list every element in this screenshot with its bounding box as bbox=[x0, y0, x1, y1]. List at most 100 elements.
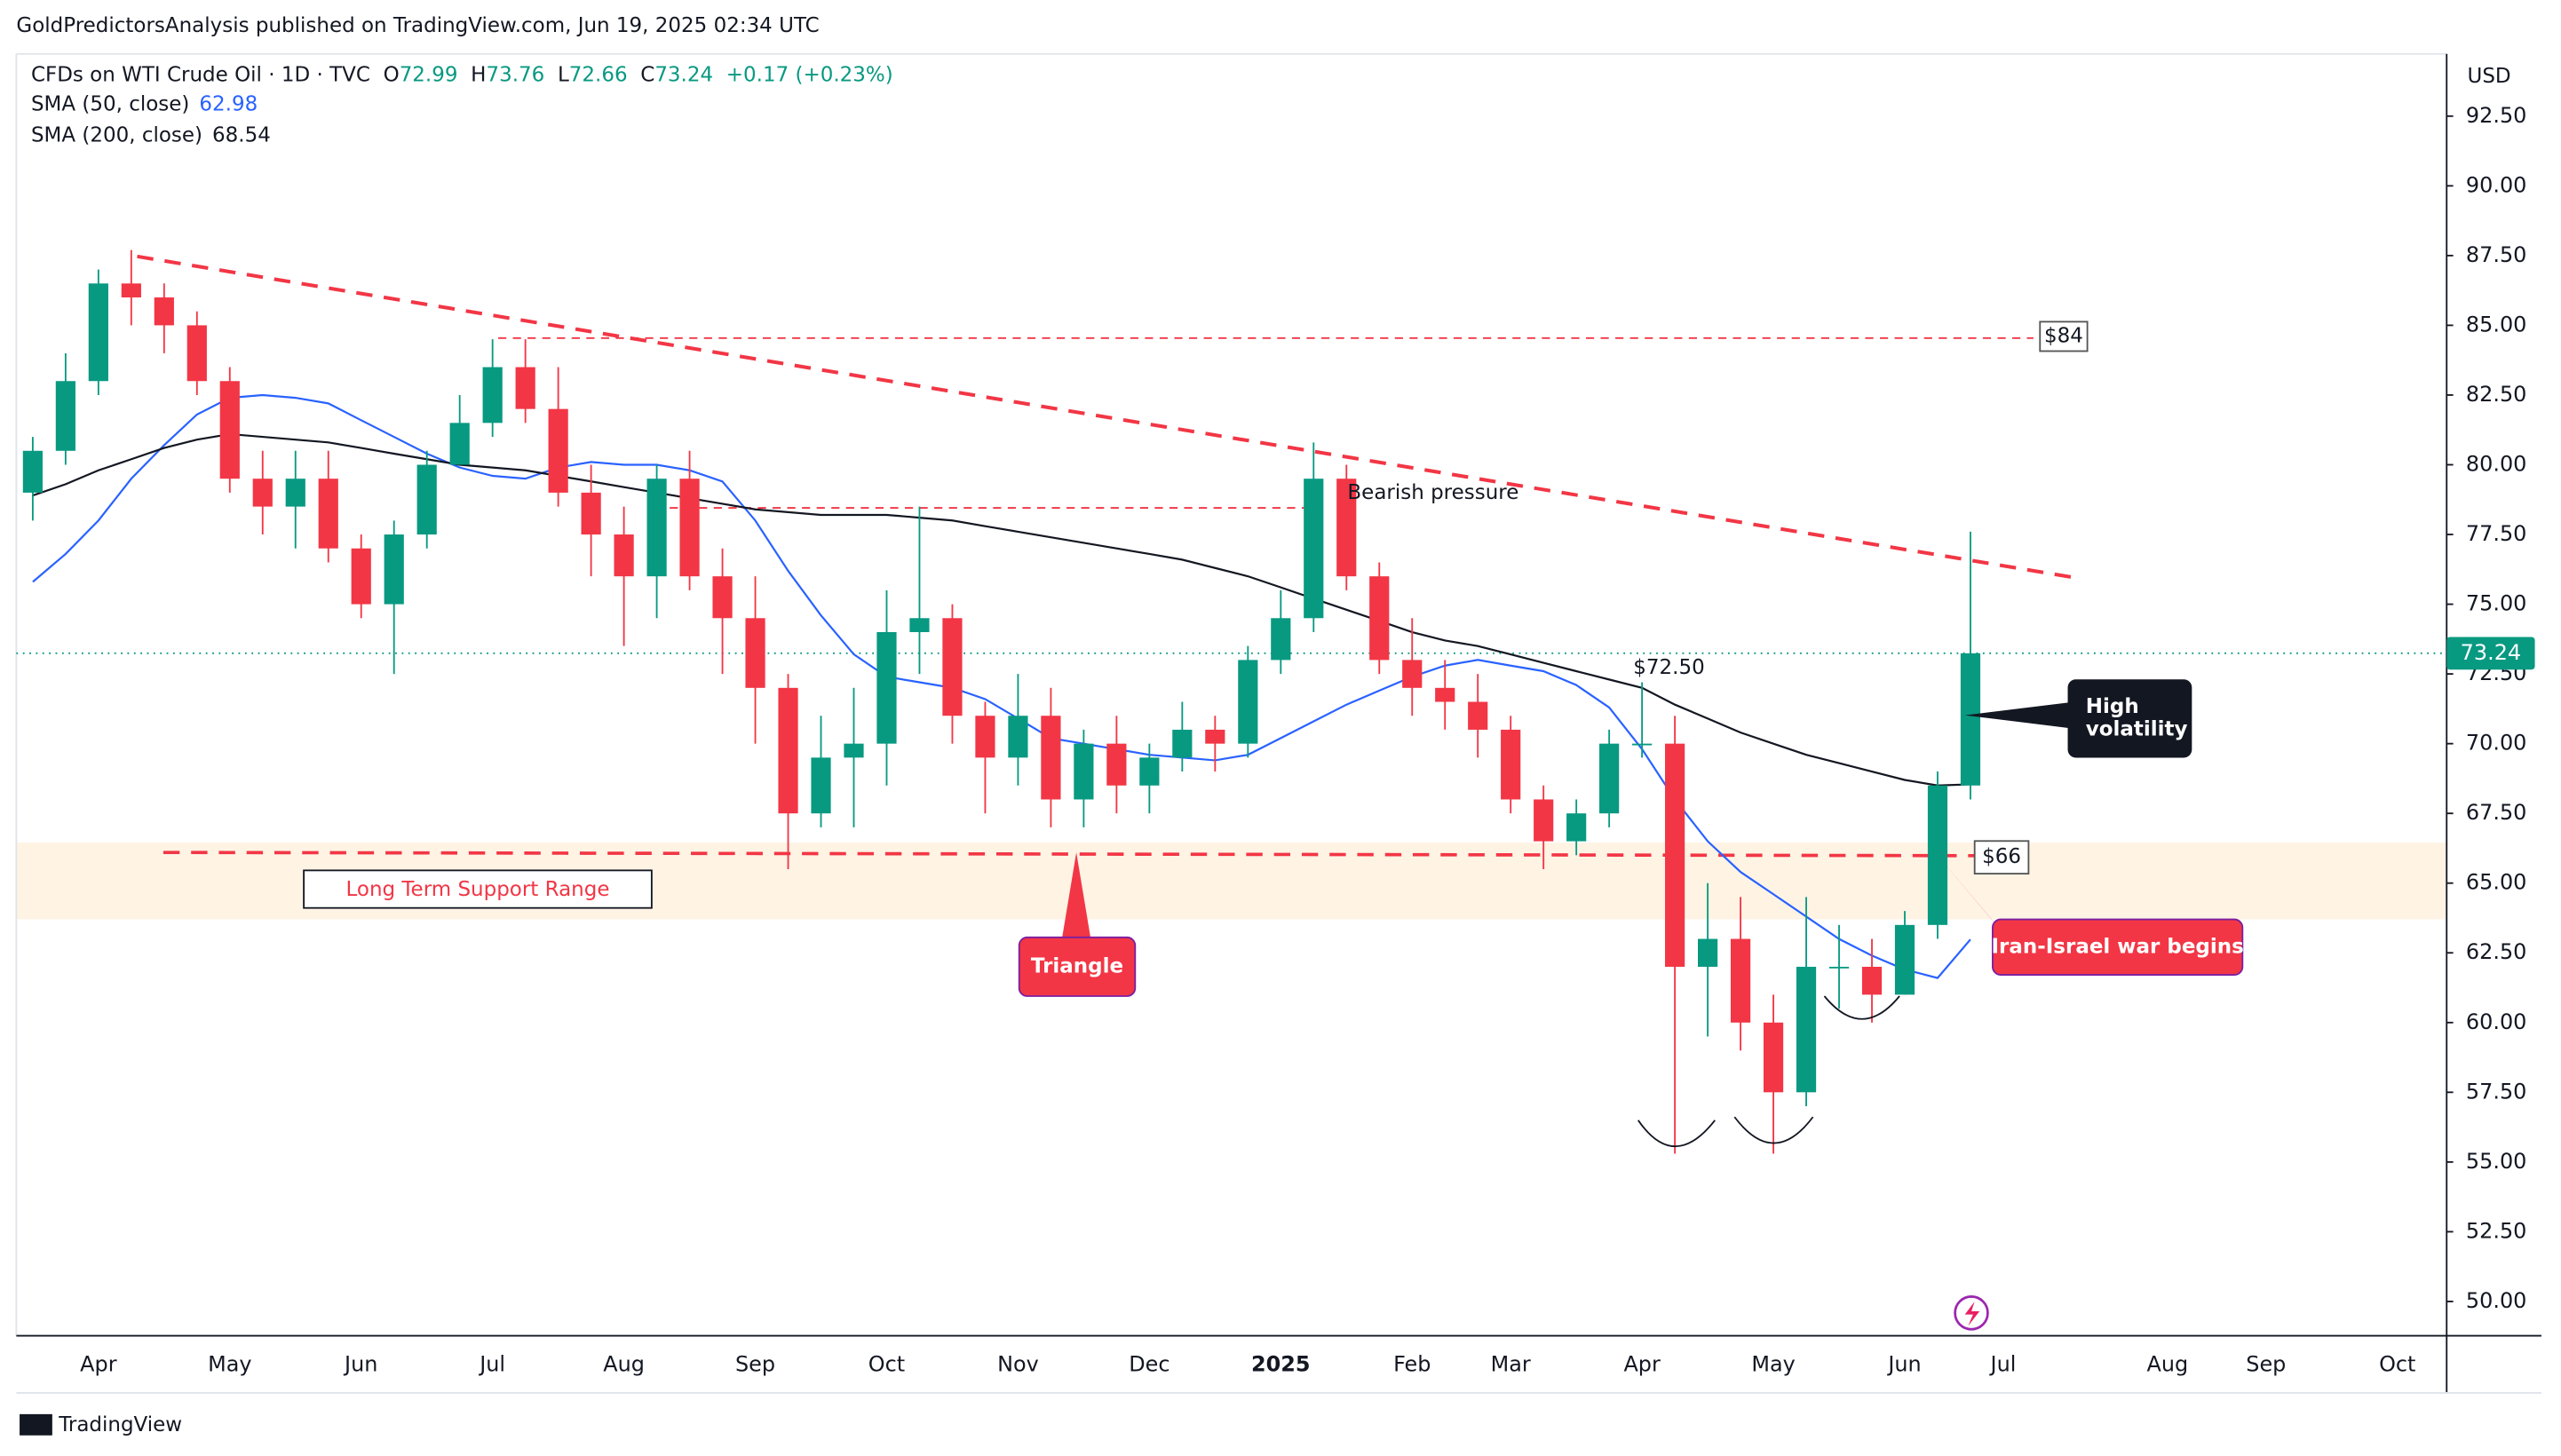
x-tick-label: Jun bbox=[343, 1352, 377, 1377]
y-tick-label: 85.00 bbox=[2466, 312, 2526, 336]
bottom-arc bbox=[1637, 1120, 1716, 1148]
legend-symbol: CFDs on WTI Crude Oil · 1D · TVC O72.99 … bbox=[31, 63, 893, 86]
annotation: High bbox=[2086, 695, 2139, 718]
label-box bbox=[2039, 320, 2089, 352]
candle-body bbox=[121, 283, 141, 297]
y-tick-label: 87.50 bbox=[2466, 242, 2526, 267]
candle-body bbox=[1402, 660, 1423, 688]
candle-body bbox=[646, 479, 667, 577]
y-tick-label: 70.00 bbox=[2466, 731, 2526, 756]
x-tick-label: Apr bbox=[80, 1352, 117, 1377]
legend-text: SMA (200, close) bbox=[31, 123, 202, 146]
annotation: Bearish pressure bbox=[1347, 481, 1518, 504]
candle-body bbox=[318, 479, 338, 549]
annotation: $84 bbox=[2044, 324, 2083, 347]
y-tick-label: 50.00 bbox=[2466, 1288, 2526, 1313]
candle-body bbox=[1599, 743, 1620, 814]
y-tick-label: 65.00 bbox=[2466, 870, 2526, 895]
candle-body bbox=[1698, 938, 1718, 967]
x-tick-label: 2025 bbox=[1251, 1352, 1311, 1377]
bottom-arc bbox=[1733, 1116, 1814, 1144]
candle-body bbox=[909, 618, 930, 632]
legend-value: 68.54 bbox=[212, 123, 271, 146]
candle-body bbox=[351, 548, 371, 605]
x-tick-label: Aug bbox=[2147, 1352, 2189, 1377]
candle-body bbox=[88, 283, 108, 382]
candle-body bbox=[384, 534, 404, 605]
y-tick-label: 82.50 bbox=[2466, 382, 2526, 407]
candle-body bbox=[548, 408, 568, 493]
y-tick-label: 77.50 bbox=[2466, 521, 2526, 546]
legend-value: 72.66 bbox=[569, 63, 628, 86]
candle-body bbox=[975, 716, 995, 758]
candle-body bbox=[22, 450, 43, 493]
y-tick-label: 75.00 bbox=[2466, 591, 2526, 616]
candle-body bbox=[745, 618, 765, 688]
x-tick-label: Jun bbox=[1886, 1352, 1921, 1377]
candle-body bbox=[285, 479, 305, 507]
callout bbox=[2067, 679, 2192, 758]
legend-value: 73.76 bbox=[486, 63, 544, 86]
sma-line bbox=[32, 432, 1970, 787]
y-tick-label: 92.50 bbox=[2466, 103, 2526, 128]
candle-body bbox=[614, 534, 634, 577]
candle-body bbox=[1763, 1022, 1784, 1093]
candle-body bbox=[1336, 479, 1357, 577]
y-tick-label: 62.50 bbox=[2466, 939, 2526, 964]
candle-body bbox=[1435, 687, 1455, 702]
candle-body bbox=[1665, 743, 1685, 967]
annotation: $66 bbox=[1982, 845, 2021, 868]
price-tag bbox=[2446, 637, 2535, 670]
x-tick-label: Oct bbox=[868, 1352, 905, 1377]
candle-body bbox=[778, 687, 798, 814]
annotation: volatility bbox=[2086, 718, 2188, 741]
label-box bbox=[303, 869, 653, 909]
x-tick-label: Dec bbox=[1129, 1352, 1169, 1377]
y-tick-label: 90.00 bbox=[2466, 172, 2526, 197]
annotation: Triangle bbox=[1031, 954, 1123, 977]
candle-body bbox=[1632, 743, 1653, 746]
x-tick-label: Nov bbox=[997, 1352, 1039, 1377]
event-icon[interactable] bbox=[1954, 1295, 1989, 1331]
label-box bbox=[1973, 840, 2030, 874]
legend-text: L bbox=[558, 63, 569, 86]
x-tick-label: Sep bbox=[735, 1352, 775, 1377]
candle-body bbox=[1041, 716, 1061, 800]
candle-body bbox=[1238, 660, 1258, 744]
candle-body bbox=[252, 479, 273, 507]
y-tick-label: 57.50 bbox=[2466, 1079, 2526, 1104]
y-tick-label: 55.00 bbox=[2466, 1149, 2526, 1174]
legend-value: +0.17 (+0.23%) bbox=[726, 63, 893, 86]
candle-body bbox=[1861, 966, 1883, 995]
x-tick-label: Jul bbox=[478, 1352, 505, 1377]
y-tick-label: 80.00 bbox=[2466, 451, 2526, 476]
candle-body bbox=[844, 743, 864, 758]
annotation: $72.50 bbox=[1633, 656, 1704, 679]
candle-body bbox=[1139, 757, 1160, 786]
candle-body bbox=[1074, 743, 1094, 800]
candle-body bbox=[1566, 813, 1587, 842]
candle-body bbox=[712, 576, 733, 619]
legend-sma: SMA (200, close) 68.54 bbox=[31, 123, 271, 146]
candle-body bbox=[1501, 729, 1521, 800]
price-tag-label: 73.24 bbox=[2461, 640, 2521, 665]
candle-body bbox=[1894, 924, 1915, 995]
candle-body bbox=[1106, 743, 1127, 786]
bottom-arc bbox=[1823, 995, 1900, 1020]
candle-body bbox=[1271, 618, 1291, 661]
y-tick-label: 67.50 bbox=[2466, 800, 2526, 825]
x-tick-label: Jul bbox=[1989, 1352, 2017, 1377]
legend-text: CFDs on WTI Crude Oil · 1D · TVC bbox=[31, 63, 370, 86]
candle-body bbox=[1796, 966, 1817, 1093]
legend-text: C bbox=[640, 63, 654, 86]
candle-body bbox=[1960, 653, 1981, 786]
candle-body bbox=[581, 492, 601, 535]
legend-text: SMA (50, close) bbox=[31, 92, 189, 115]
candle-body bbox=[482, 367, 503, 423]
candle-body bbox=[416, 464, 437, 535]
candle-body bbox=[1534, 799, 1554, 842]
candle-body bbox=[1172, 729, 1193, 758]
plot bbox=[16, 249, 2447, 1154]
candle-body bbox=[1205, 729, 1225, 744]
